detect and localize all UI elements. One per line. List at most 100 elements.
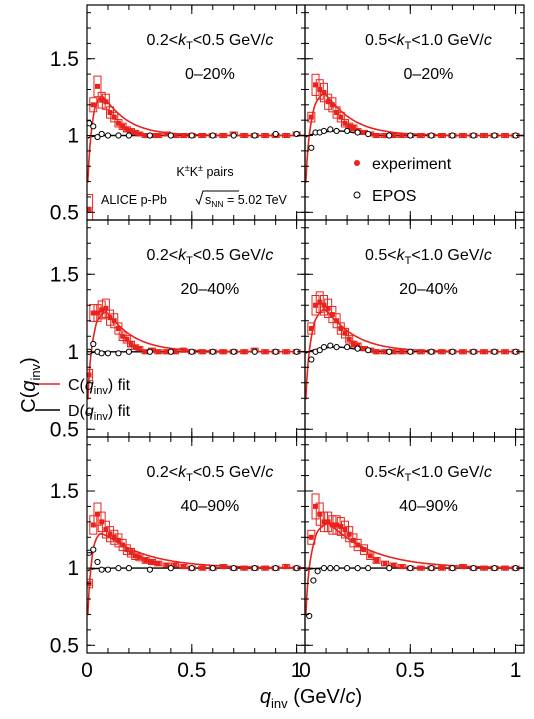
panel-6: 0 0.5 1 0.5<kT<1.0 GeV/c 40–90% xyxy=(299,436,525,682)
experiment-point xyxy=(103,527,109,533)
epos-point xyxy=(230,132,237,139)
experiment-point xyxy=(136,554,142,560)
kt-range-label: 0.5<kT<1.0 GeV/c xyxy=(365,32,492,52)
epos-point xyxy=(308,356,315,363)
epos-point xyxy=(470,132,477,139)
epos-point xyxy=(94,133,101,141)
y-tick-label: 1.5 xyxy=(50,480,79,503)
experiment-point xyxy=(136,131,142,137)
epos-point xyxy=(320,344,328,351)
experiment-point xyxy=(132,344,138,350)
systematic-box xyxy=(324,298,333,319)
epos-point xyxy=(327,342,334,349)
experiment-point xyxy=(180,347,186,353)
epos-point xyxy=(386,132,393,139)
epos-point xyxy=(428,565,435,572)
epos-point xyxy=(104,350,112,357)
experiment-point xyxy=(143,349,149,355)
epos-point xyxy=(449,565,456,572)
systematic-box xyxy=(311,73,320,96)
epos-point xyxy=(308,144,315,151)
epos-point xyxy=(104,132,112,139)
experiment-point xyxy=(124,126,130,132)
experiment-point xyxy=(128,341,134,347)
experiment-point xyxy=(199,133,205,139)
epos-point xyxy=(251,565,258,572)
experiment-point xyxy=(111,534,117,540)
epos-point xyxy=(491,132,498,139)
experiment-point xyxy=(399,133,405,139)
experiment-point xyxy=(374,349,380,355)
epos-point xyxy=(125,132,133,139)
experiment-point xyxy=(180,133,186,139)
systematic-box xyxy=(324,511,333,533)
experiment-point xyxy=(361,346,367,352)
experiment-point xyxy=(90,102,96,108)
panel-3: 0.5 1 1.5 0.2<kT<0.5 GeV/c 20–40% xyxy=(50,219,306,441)
epos-point xyxy=(354,565,361,572)
epos-point xyxy=(407,132,414,139)
systematic-box xyxy=(87,194,94,220)
experiment-point xyxy=(103,99,109,105)
experiment-point xyxy=(132,129,138,135)
experiment-point xyxy=(346,336,352,342)
epos-point xyxy=(146,348,153,355)
experiment-point xyxy=(317,299,323,305)
epos-point xyxy=(188,565,195,572)
epos-point xyxy=(333,344,340,351)
x-tick-label: 1 xyxy=(291,659,303,682)
systematic-box xyxy=(332,313,341,329)
experiment-point xyxy=(262,133,268,139)
annotations: K±K± pairs ALICE p-Pb sNN = 5.02 TeV xyxy=(101,163,288,209)
experiment-point xyxy=(99,519,105,525)
epos-point xyxy=(470,348,477,355)
systematic-box xyxy=(87,578,94,589)
epos-point xyxy=(344,565,351,572)
systematic-box xyxy=(110,529,119,545)
experiment-point xyxy=(338,114,344,120)
experiment-point xyxy=(87,372,92,378)
systematic-box xyxy=(324,93,333,110)
x-tick-label: 1 xyxy=(510,659,522,682)
epos-point xyxy=(209,565,216,572)
systematic-box xyxy=(106,526,115,543)
experiment-point xyxy=(241,349,247,355)
experiment-point xyxy=(172,133,178,139)
systematic-box xyxy=(87,368,94,382)
experiment-point xyxy=(342,527,348,533)
y-tick-label: 1 xyxy=(67,125,79,148)
experiment-point xyxy=(502,565,508,571)
experiment-point xyxy=(115,537,121,543)
experiment-point xyxy=(355,542,361,548)
experiment-point xyxy=(283,349,289,355)
experiment-point xyxy=(283,564,289,570)
epos-point xyxy=(310,577,317,584)
epos-point xyxy=(230,348,237,355)
y-tick-label: 1 xyxy=(67,341,79,364)
kt-range-label: 0.2<kT<0.5 GeV/c xyxy=(146,32,273,52)
experiment-point xyxy=(329,102,335,108)
experiment-point xyxy=(143,557,149,563)
systematic-box xyxy=(141,557,150,564)
experiment-point xyxy=(418,349,424,355)
kt-range-label: 0.5<kT<1.0 GeV/c xyxy=(365,464,492,484)
y-axis-title: C(qinv) xyxy=(18,357,43,413)
y-tick-label: 1.5 xyxy=(50,263,79,286)
systematic-box xyxy=(372,557,381,564)
experiment-point xyxy=(350,341,356,347)
experiment-point xyxy=(308,326,314,331)
epos-point xyxy=(251,348,258,355)
epos-point xyxy=(90,546,97,553)
experiment-point xyxy=(481,349,487,355)
experiment-point xyxy=(313,503,319,509)
systematic-box xyxy=(341,327,350,339)
experiment-point xyxy=(342,120,348,126)
centrality-label: 0–20% xyxy=(185,66,235,83)
systematic-box xyxy=(114,533,123,548)
experiment-point xyxy=(374,133,380,139)
epos-point xyxy=(115,350,122,357)
experiment-point xyxy=(220,564,226,570)
epos-point xyxy=(272,565,279,572)
experiment-point xyxy=(502,349,508,355)
experiment-point xyxy=(346,123,352,129)
